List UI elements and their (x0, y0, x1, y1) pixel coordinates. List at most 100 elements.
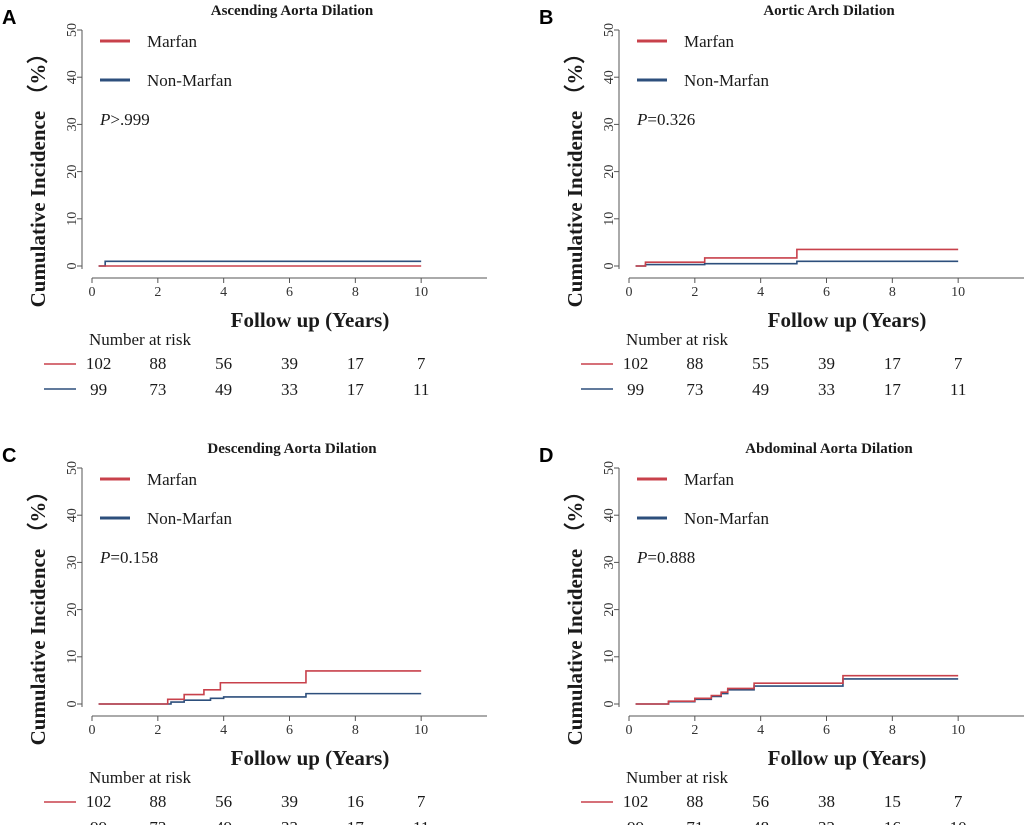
y-tick-label: 40 (602, 508, 617, 522)
risk-non-marfan-value: 11 (950, 380, 966, 399)
x-axis-title: Follow up (Years) (768, 746, 927, 770)
y-tick-label: 20 (602, 165, 617, 179)
x-tick-label: 8 (889, 723, 896, 738)
risk-marfan-value: 7 (417, 354, 426, 373)
risk-marfan-value: 56 (215, 792, 232, 811)
y-axis-title: Cumulative Incidence （%） (26, 481, 50, 746)
x-tick-label: 10 (951, 285, 965, 300)
curve-non-marfan (98, 692, 422, 705)
risk-non-marfan-value: 32 (818, 818, 835, 825)
risk-marfan-value: 88 (149, 792, 166, 811)
risk-marfan-value: 88 (686, 792, 703, 811)
x-tick-label: 2 (154, 285, 161, 300)
x-tick-label: 4 (220, 723, 227, 738)
legend-marfan-label: Marfan (147, 32, 198, 51)
x-axis-title: Follow up (Years) (231, 308, 390, 332)
x-tick-label: 0 (89, 723, 96, 738)
risk-non-marfan-value: 49 (215, 380, 232, 399)
y-tick-label: 30 (602, 117, 617, 131)
x-tick-label: 6 (823, 285, 830, 300)
risk-marfan-value: 7 (954, 792, 963, 811)
x-tick-label: 6 (286, 723, 293, 738)
risk-marfan-value: 56 (215, 354, 232, 373)
legend-non-marfan-label: Non-Marfan (684, 509, 769, 528)
x-tick-label: 4 (757, 723, 764, 738)
risk-marfan-value: 7 (417, 792, 426, 811)
y-axis-title: Cumulative Incidence （%） (563, 43, 587, 308)
x-tick-label: 2 (154, 723, 161, 738)
risk-non-marfan-value: 11 (413, 818, 429, 825)
x-tick-label: 4 (757, 285, 764, 300)
risk-marfan-value: 7 (954, 354, 963, 373)
panel-letter: C (2, 445, 16, 467)
y-axis-title: Cumulative Incidence （%） (26, 43, 50, 308)
y-tick-label: 40 (602, 70, 617, 84)
risk-non-marfan-value: 10 (950, 818, 967, 825)
y-tick-label: 30 (65, 555, 80, 569)
risk-non-marfan-value: 73 (686, 380, 703, 399)
x-tick-label: 6 (823, 723, 830, 738)
panel-letter: A (2, 7, 16, 29)
legend-non-marfan-label: Non-Marfan (147, 509, 232, 528)
legend-non-marfan-label: Non-Marfan (684, 71, 769, 90)
x-axis-title: Follow up (Years) (768, 308, 927, 332)
risk-marfan-value: 102 (623, 354, 649, 373)
x-tick-label: 6 (286, 285, 293, 300)
risk-non-marfan-value: 99 (90, 380, 107, 399)
y-tick-label: 40 (65, 70, 80, 84)
y-tick-label: 0 (65, 263, 80, 270)
y-tick-label: 0 (65, 701, 80, 708)
y-tick-label: 50 (65, 461, 80, 475)
x-tick-label: 2 (691, 723, 698, 738)
x-tick-label: 0 (626, 723, 633, 738)
risk-non-marfan-value: 48 (752, 818, 769, 825)
panel-c: C Descending Aorta Dilation 0 10 20 30 40 50 0 2 4… (2, 441, 487, 825)
panel-letter: B (539, 7, 553, 29)
panel-title: Ascending Aorta Dilation (211, 3, 374, 19)
legend-marfan-label: Marfan (684, 32, 735, 51)
risk-marfan-value: 102 (86, 792, 112, 811)
legend-marfan-label: Marfan (684, 470, 735, 489)
panel-a: A Ascending Aorta Dilation 0 10 20 30 40 50 0 2 4 6… (2, 3, 487, 399)
y-tick-label: 50 (602, 461, 617, 475)
risk-header: Number at risk (89, 768, 191, 787)
x-tick-label: 10 (951, 723, 965, 738)
risk-non-marfan-value: 33 (281, 818, 298, 825)
y-tick-label: 30 (65, 117, 80, 131)
y-tick-label: 20 (602, 603, 617, 617)
risk-non-marfan-value: 99 (90, 818, 107, 825)
risk-marfan-value: 16 (347, 792, 364, 811)
p-value: P=0.326 (636, 110, 695, 129)
curve-marfan (98, 670, 422, 705)
curve-marfan (635, 674, 959, 705)
risk-non-marfan-value: 71 (686, 818, 703, 825)
risk-marfan-value: 38 (818, 792, 835, 811)
risk-marfan-value: 39 (281, 354, 298, 373)
y-tick-label: 50 (65, 23, 80, 37)
y-tick-label: 30 (602, 555, 617, 569)
x-tick-label: 0 (89, 285, 96, 300)
risk-header: Number at risk (626, 768, 728, 787)
risk-marfan-value: 88 (149, 354, 166, 373)
risk-non-marfan-value: 17 (347, 380, 365, 399)
risk-marfan-value: 102 (86, 354, 112, 373)
risk-non-marfan-value: 33 (281, 380, 298, 399)
risk-marfan-value: 15 (884, 792, 901, 811)
y-tick-label: 40 (65, 508, 80, 522)
y-tick-label: 10 (65, 650, 80, 664)
y-tick-label: 10 (602, 650, 617, 664)
x-tick-label: 10 (414, 285, 428, 300)
x-tick-label: 8 (352, 285, 359, 300)
y-tick-label: 10 (602, 212, 617, 226)
panel-title: Aortic Arch Dilation (763, 3, 895, 19)
risk-non-marfan-value: 16 (884, 818, 901, 825)
risk-non-marfan-value: 49 (752, 380, 769, 399)
risk-non-marfan-value: 11 (413, 380, 429, 399)
p-value: P=0.158 (99, 548, 158, 567)
risk-marfan-value: 55 (752, 354, 769, 373)
p-value: P=0.888 (636, 548, 695, 567)
risk-non-marfan-value: 73 (149, 380, 166, 399)
x-tick-label: 10 (414, 723, 428, 738)
risk-marfan-value: 88 (686, 354, 703, 373)
